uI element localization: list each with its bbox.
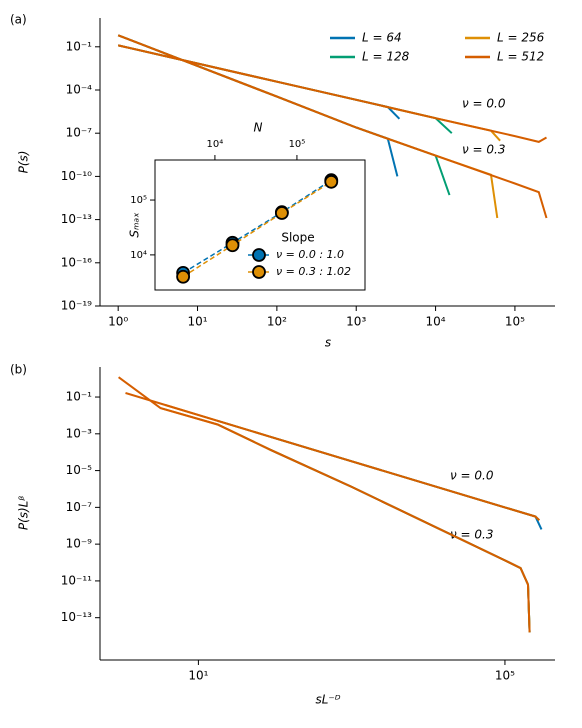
y-tick-label: 10⁻¹⁶ bbox=[61, 255, 92, 269]
y-axis-label: P(s) bbox=[17, 151, 31, 174]
y-tick-label: 10⁻¹⁹ bbox=[61, 299, 92, 313]
curve bbox=[117, 44, 401, 120]
y-tick-label: 10⁻⁷ bbox=[66, 500, 93, 514]
x-tick-label: 10⁵ bbox=[289, 139, 306, 150]
y-tick-label: 10⁻¹³ bbox=[61, 212, 92, 226]
legend-label: L = 128 bbox=[362, 50, 410, 64]
legend-label: L = 64 bbox=[362, 31, 402, 45]
y-tick-label: 10⁻⁹ bbox=[66, 537, 93, 551]
x-tick-label: 10¹ bbox=[188, 669, 208, 683]
legend-marker bbox=[252, 248, 266, 262]
y-tick-label: 10⁻¹³ bbox=[61, 610, 92, 624]
y-axis-label: P(s)Lᵝ bbox=[17, 496, 31, 531]
legend-label: L = 256 bbox=[497, 31, 545, 45]
x-tick-label: 10⁴ bbox=[426, 315, 446, 329]
marker bbox=[225, 238, 240, 253]
annotation: ν = 0.0 bbox=[450, 469, 494, 483]
y-tick-label: 10⁻¹¹ bbox=[61, 573, 92, 587]
curve bbox=[117, 44, 501, 142]
x-tick-label: 10² bbox=[267, 315, 287, 329]
legend-marker bbox=[252, 265, 266, 279]
fit-line bbox=[182, 181, 332, 278]
y-tick-label: 10⁻¹ bbox=[66, 39, 93, 53]
inset-y-label: Sₘₐₓ bbox=[128, 212, 142, 237]
x-tick-label: 10⁴ bbox=[207, 139, 224, 150]
y-tick-label: 10⁴ bbox=[130, 250, 147, 261]
marker bbox=[274, 206, 289, 220]
marker bbox=[176, 269, 191, 284]
curve bbox=[125, 392, 540, 521]
curve bbox=[117, 44, 547, 143]
x-tick-label: 10³ bbox=[346, 315, 366, 329]
y-tick-label: 10⁻⁴ bbox=[66, 83, 93, 97]
legend-label: ν = 0.0 : 1.0 bbox=[276, 248, 344, 261]
panel-label: (b) bbox=[10, 363, 27, 377]
fit-line bbox=[182, 179, 332, 274]
y-tick-label: 10⁻⁷ bbox=[66, 126, 93, 140]
marker bbox=[324, 174, 339, 189]
x-tick-label: 10⁰ bbox=[108, 315, 128, 329]
annotation: ν = 0.3 bbox=[450, 528, 493, 542]
annotation: ν = 0.0 bbox=[462, 97, 506, 111]
annotation: ν = 0.3 bbox=[462, 143, 505, 157]
legend-label: ν = 0.3 : 1.02 bbox=[276, 265, 351, 278]
x-tick-label: 10⁵ bbox=[495, 669, 515, 683]
curve bbox=[117, 34, 399, 177]
y-tick-label: 10⁻⁵ bbox=[66, 463, 93, 477]
curve bbox=[117, 34, 548, 219]
panel-label: (a) bbox=[10, 13, 27, 27]
y-tick-label: 10⁵ bbox=[130, 195, 147, 206]
x-tick-label: 10¹ bbox=[187, 315, 207, 329]
legend-label: L = 512 bbox=[497, 50, 544, 64]
x-axis-label: sL⁻ᴰ bbox=[315, 693, 340, 707]
inset-x-label: N bbox=[254, 121, 263, 135]
x-tick-label: 10⁵ bbox=[505, 315, 525, 329]
x-axis-label: s bbox=[325, 336, 331, 350]
curve bbox=[160, 407, 531, 633]
y-tick-label: 10⁻¹ bbox=[66, 390, 93, 404]
curve bbox=[118, 376, 531, 633]
y-tick-label: 10⁻³ bbox=[66, 426, 93, 440]
y-tick-label: 10⁻¹⁰ bbox=[61, 169, 92, 183]
legend-title: Slope bbox=[281, 231, 314, 245]
curve bbox=[270, 435, 543, 530]
